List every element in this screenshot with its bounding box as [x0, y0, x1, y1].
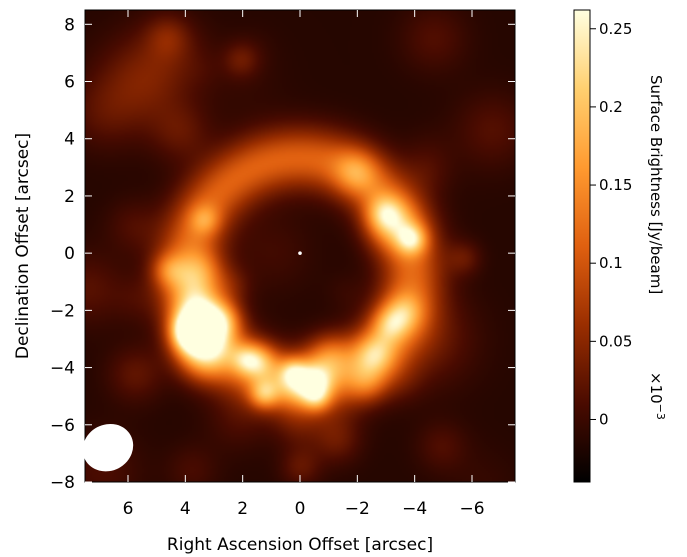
y-axis-title: Declination Offset [arcsec] — [13, 133, 33, 359]
x-tick-label: 0 — [295, 499, 306, 519]
y-tick-label: −8 — [50, 473, 75, 493]
y-tick-label: 4 — [64, 130, 75, 150]
colorbar-title: Surface Brightness [Jy/beam] — [647, 75, 665, 294]
colorbar-scale-exponent: −3 — [654, 404, 667, 420]
colorbar-scale-base: ×10 — [647, 372, 665, 404]
y-tick-label: 0 — [64, 244, 75, 264]
colorbar-tick-label: 0.05 — [599, 332, 632, 350]
colorbar — [573, 9, 591, 483]
brightness-map — [85, 10, 515, 482]
x-tick-label: 2 — [237, 499, 248, 519]
colorbar-tick-label: 0.25 — [599, 20, 632, 38]
beam-ellipse — [82, 423, 134, 472]
y-tick-label: −4 — [50, 359, 75, 379]
y-tick-label: −6 — [50, 416, 75, 436]
colorbar-tick-label: 0.2 — [599, 98, 623, 116]
x-tick-label: −4 — [402, 499, 427, 519]
y-tick-label: −2 — [50, 301, 75, 321]
x-tick-label: −2 — [345, 499, 370, 519]
y-tick-label: 6 — [64, 73, 75, 93]
colorbar-scale-note: ×10−3 — [647, 372, 667, 420]
y-tick-label: 2 — [64, 187, 75, 207]
x-axis-title: Right Ascension Offset [arcsec] — [167, 535, 433, 555]
central-source-marker — [298, 251, 302, 255]
colorbar-tick-label: 0 — [599, 410, 609, 428]
colorbar-tick-label: 0.15 — [599, 176, 632, 194]
colorbar-tick-label: 0.1 — [599, 254, 623, 272]
x-tick-label: 4 — [180, 499, 191, 519]
x-tick-label: −6 — [459, 499, 484, 519]
y-tick-label: 8 — [64, 15, 75, 35]
x-tick-label: 6 — [123, 499, 134, 519]
